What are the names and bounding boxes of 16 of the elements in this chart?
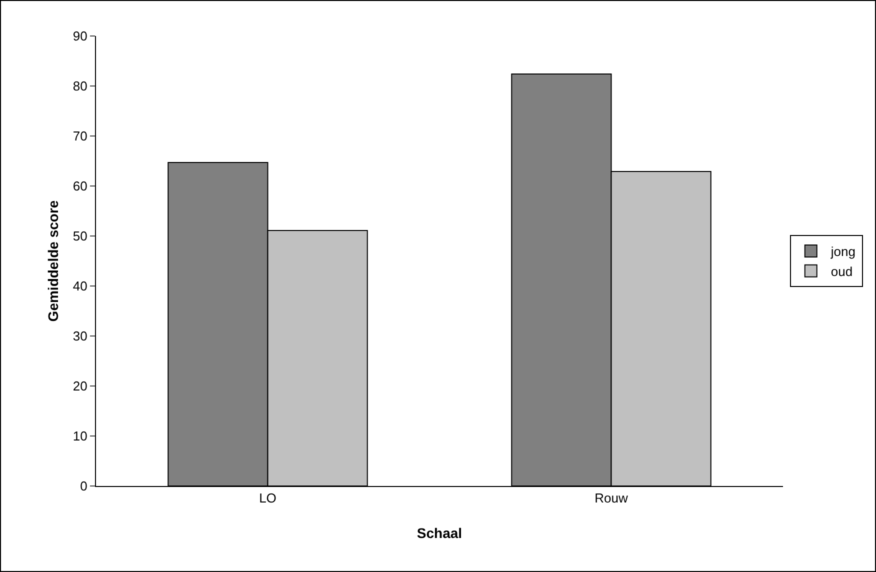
- y-tick-label: 80: [72, 78, 88, 94]
- x-axis-title: Schaal: [416, 525, 462, 541]
- y-tick-label: 30: [72, 328, 88, 344]
- y-tick-label: 50: [72, 228, 88, 244]
- y-tick-label: 70: [72, 128, 88, 144]
- legend-label: oud: [830, 264, 853, 279]
- y-tick-label: 90: [72, 28, 88, 44]
- y-tick-label: 60: [72, 178, 88, 194]
- y-tick-label: 20: [72, 378, 88, 394]
- x-tick-label: LO: [259, 490, 276, 506]
- y-tick-label: 10: [72, 428, 88, 444]
- x-tick-label: Rouw: [594, 490, 628, 506]
- y-axis-title: Gemiddelde score: [45, 200, 61, 322]
- y-tick-label: 0: [80, 478, 88, 494]
- legend-label: jong: [830, 244, 856, 260]
- y-tick-label: 40: [72, 278, 88, 294]
